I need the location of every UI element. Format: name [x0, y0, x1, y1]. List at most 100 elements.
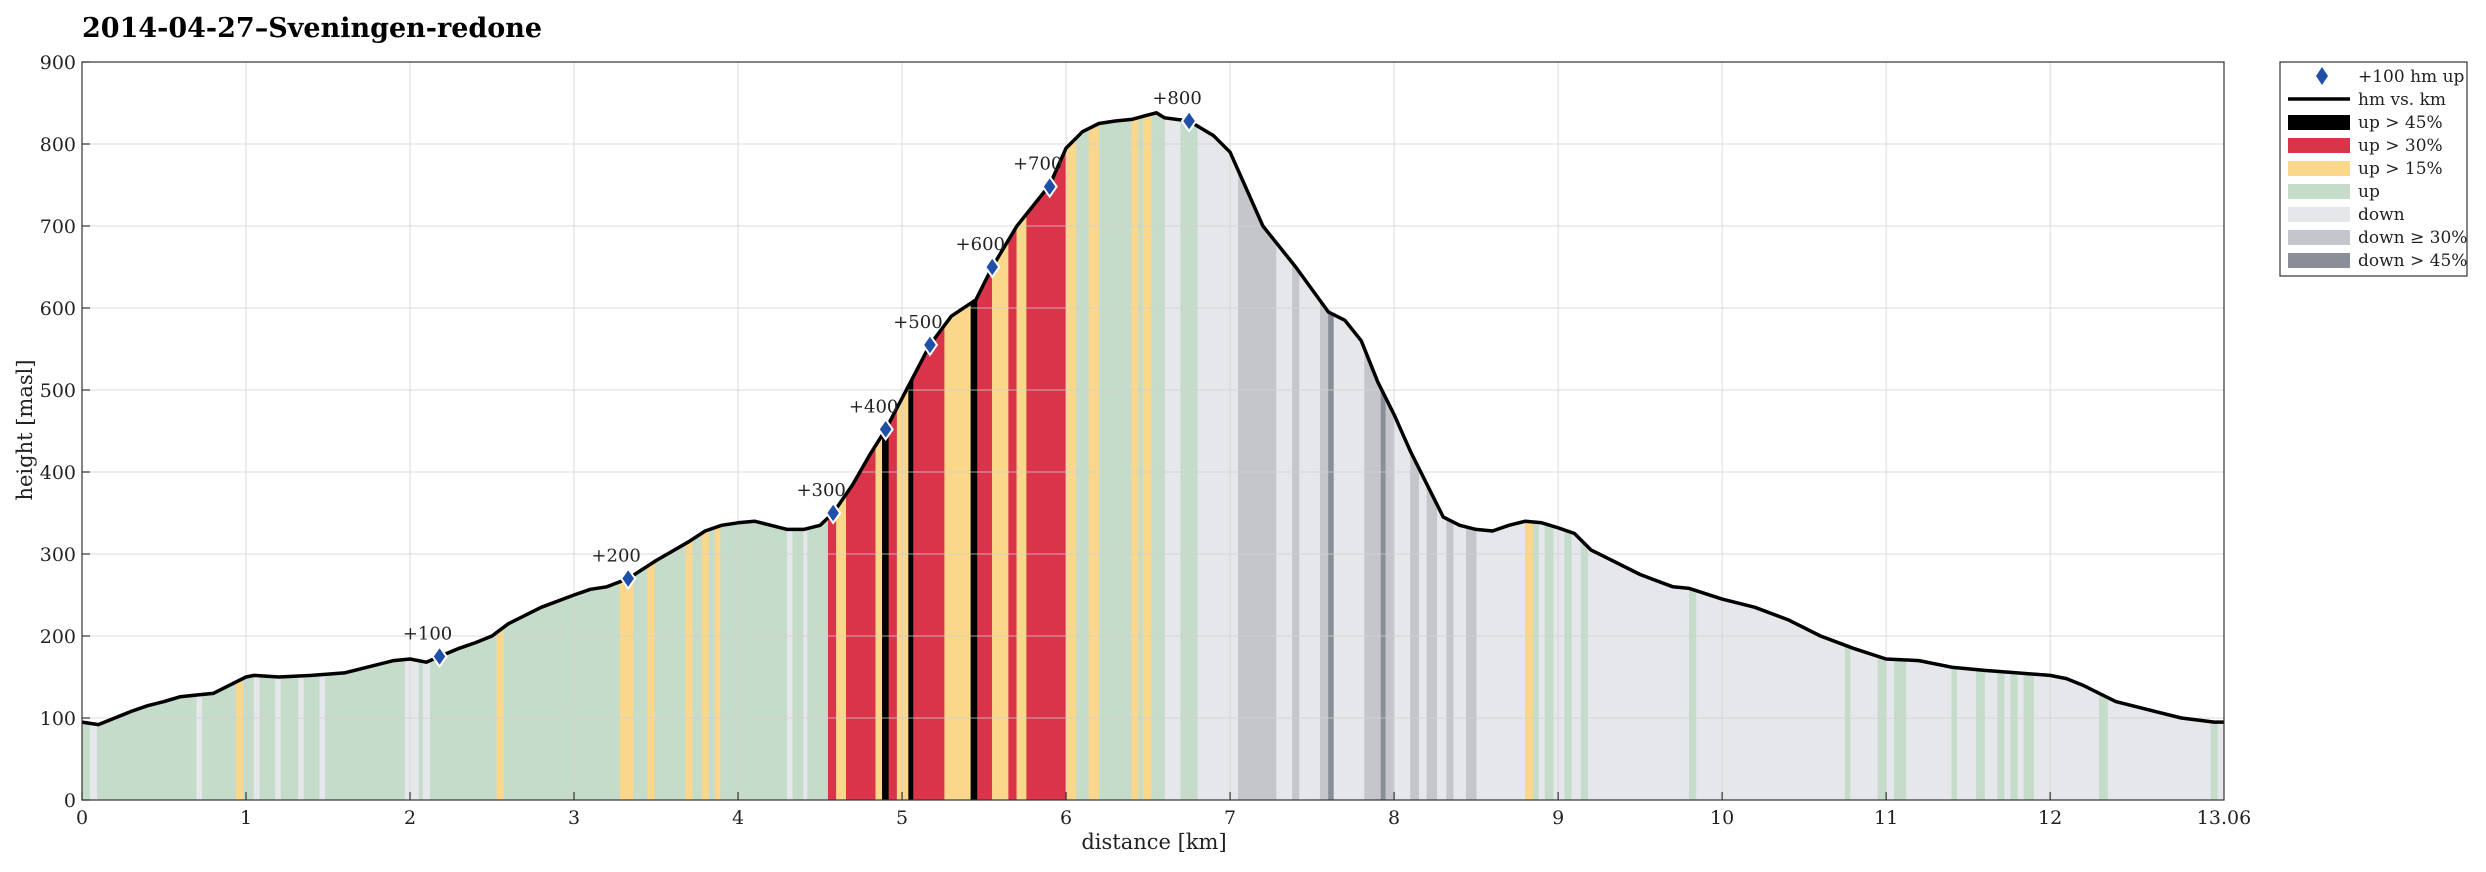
slope-band-up — [2099, 692, 2108, 801]
slope-band-up15 — [1131, 117, 1139, 801]
slope-band-down — [404, 658, 419, 801]
profile-line — [81, 111, 2224, 727]
slope-band-up15 — [235, 678, 244, 801]
legend-label: down ≥ 30% — [2358, 228, 2467, 248]
marker-label: +600 — [956, 234, 1005, 255]
slope-band-up — [1180, 119, 1198, 801]
slope-band-up15 — [647, 561, 655, 801]
slope-band-down — [89, 722, 98, 801]
y-tick-label: 700 — [40, 216, 76, 238]
slope-band-up — [1580, 539, 1588, 801]
slope-band-up30 — [977, 266, 993, 801]
slope-band-up — [1894, 659, 1907, 801]
chart-title: 2014-04-27–Sveningen-redone — [82, 13, 542, 44]
slope-band-up — [2023, 673, 2035, 801]
y-axis: 0 100 200 300 400 500 600 700 800 900 — [40, 52, 90, 812]
slope-band-down45 — [1380, 388, 1387, 801]
legend: +100 hm up hm vs. km up > 45% up > 30% up > … — [2279, 61, 2468, 277]
slope-band-down45 — [1328, 311, 1334, 801]
x-tick-label: 6 — [1060, 807, 1072, 829]
slope-band-up45 — [970, 296, 978, 801]
x-axis: 0 1 2 3 4 5 6 7 8 9 10 11 12 13.06 — [76, 792, 2251, 829]
slope-band-down30 — [1319, 299, 1329, 801]
slope-band-up — [2010, 672, 2018, 801]
slope-band-up — [1689, 588, 1697, 801]
slope-band-down — [422, 660, 431, 801]
legend-marker-swatch — [2316, 67, 2328, 85]
marker-diamond — [984, 255, 1001, 279]
marker-diamond — [921, 333, 939, 357]
slope-band-down — [196, 694, 203, 801]
slope-band-up15 — [950, 302, 972, 801]
y-tick-label: 500 — [40, 380, 76, 402]
legend-swatch-up15 — [2288, 161, 2350, 176]
slope-band-up15 — [944, 315, 952, 801]
legend-label: up > 45% — [2358, 113, 2443, 133]
y-tick-label: 600 — [40, 298, 76, 320]
legend-label: up — [2358, 182, 2380, 202]
legend-label: hm vs. km — [2358, 90, 2446, 110]
slope-band-up15 — [714, 525, 721, 801]
slope-band-up45 — [882, 422, 890, 801]
marker-diamond — [619, 566, 637, 591]
marker-diamond — [1041, 174, 1058, 199]
slope-band-up15 — [1016, 212, 1028, 801]
slope-band-down30 — [1237, 170, 1264, 801]
marker-diamond — [877, 417, 894, 442]
marker-label: +400 — [849, 396, 898, 417]
marker-label: +200 — [591, 546, 640, 567]
slope-band-down30 — [1465, 526, 1477, 801]
legend-label: down — [2358, 205, 2405, 225]
slope-band-down — [253, 675, 260, 801]
x-tick-label: 10 — [1710, 807, 1734, 829]
x-tick-label: 3 — [568, 807, 580, 829]
slope-band-up15 — [1142, 113, 1152, 801]
slope-band-down — [275, 676, 281, 801]
legend-swatch-up30 — [2288, 138, 2350, 153]
y-tick-label: 0 — [64, 790, 76, 812]
slope-band-up — [1976, 669, 1985, 801]
slope-band-up30 — [888, 407, 898, 801]
slope-band-up30 — [913, 324, 946, 801]
slope-band-down — [786, 529, 793, 801]
y-axis-label: height [masl] — [13, 359, 37, 500]
marker-label: +500 — [893, 312, 942, 333]
slope-band-up — [1951, 666, 1957, 801]
slope-band-up15 — [896, 385, 909, 801]
marker-diamond — [431, 644, 448, 669]
x-tick-label: 8 — [1388, 807, 1400, 829]
slope-band-up30 — [1039, 147, 1067, 801]
plot-area: +100 +200 +300 +400 +500 +600 +700 +800 — [81, 61, 2225, 801]
slope-band-up15 — [685, 539, 693, 801]
slope-band-up — [1877, 655, 1887, 801]
slope-band-down — [803, 528, 808, 801]
slope-band-down30 — [1446, 518, 1454, 801]
slope-band-down30 — [1292, 262, 1300, 801]
legend-label: up > 15% — [2358, 159, 2443, 179]
y-tick-label: 200 — [40, 626, 76, 648]
slope-band-up — [1155, 112, 1165, 801]
marker-label: +800 — [1152, 88, 1201, 109]
slope-bands — [81, 112, 2225, 801]
grid-lines — [81, 61, 2224, 801]
slope-band-up30 — [827, 507, 837, 801]
y-tick-label: 900 — [40, 52, 76, 74]
slope-band-up — [1564, 529, 1572, 801]
x-tick-label: 1 — [240, 807, 252, 829]
x-tick-label: 12 — [2038, 807, 2062, 829]
slope-band-up — [1844, 644, 1851, 801]
y-tick-label: 800 — [40, 134, 76, 156]
y-tick-label: 400 — [40, 462, 76, 484]
slope-band-up15 — [619, 574, 634, 801]
legend-swatch-up — [2288, 184, 2350, 199]
y-tick-label: 100 — [40, 708, 76, 730]
slope-band-down30 — [1426, 484, 1438, 801]
x-tick-label: 2 — [404, 807, 416, 829]
legend-label: up > 30% — [2358, 136, 2443, 156]
slope-band-up15 — [1088, 123, 1100, 801]
plot-frame — [81, 61, 2225, 801]
slope-band-up15 — [1525, 520, 1534, 801]
marker-diamond — [1180, 109, 1198, 133]
slope-band-down — [298, 675, 304, 801]
